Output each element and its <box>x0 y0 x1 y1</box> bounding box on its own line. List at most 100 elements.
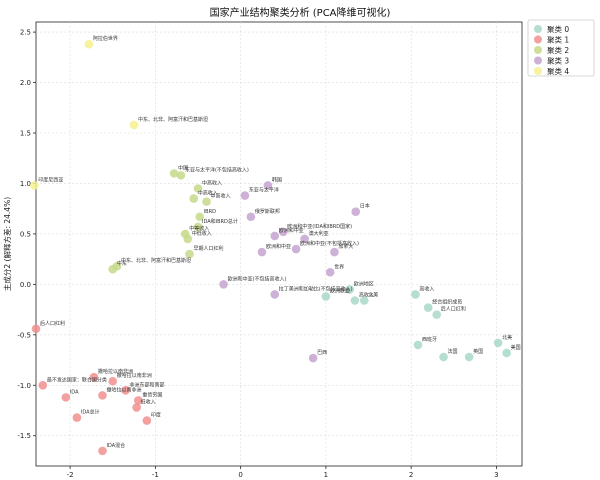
data-point <box>423 303 433 312</box>
data-point <box>351 207 361 217</box>
y-tick-label: 0.5 <box>20 230 31 238</box>
point-label: 日本 <box>360 203 370 210</box>
data-point <box>321 292 331 301</box>
point-label: 撒哈拉以南非洲 <box>98 368 133 375</box>
data-point <box>291 244 301 254</box>
point-label: 欧洲联盟 <box>330 287 350 294</box>
data-point <box>129 120 139 130</box>
point-label: 东亚与太平洋 <box>249 187 279 194</box>
point-label: IDA总计 <box>81 409 100 416</box>
data-point <box>439 352 448 362</box>
point-label: 欧洲和中亚(不包括高收入) <box>300 240 359 247</box>
point-label: 澳大利亚 <box>309 230 329 237</box>
data-point <box>219 280 228 289</box>
data-point <box>98 446 107 456</box>
legend-label: 聚类 1 <box>547 35 569 45</box>
legend-marker <box>534 35 542 44</box>
legend-label: 聚类 0 <box>547 24 569 34</box>
data-point <box>185 249 194 259</box>
data-point <box>308 353 318 363</box>
data-point <box>180 229 190 239</box>
point-label: 欧洲地区 <box>354 280 374 287</box>
point-label: 东亚与太平洋(不包括高收入) <box>185 166 249 173</box>
point-label: 重债穷国 <box>142 391 162 398</box>
data-point <box>61 393 71 402</box>
point-label: 高收入 <box>359 292 374 299</box>
point-label: 撒哈拉以南非洲 <box>107 386 142 393</box>
data-point <box>330 247 339 257</box>
point-label: 中高收入 <box>198 190 218 197</box>
data-point <box>246 212 256 222</box>
point-label: 巴西 <box>317 350 327 356</box>
data-point <box>38 380 48 390</box>
legend-label: 聚类 4 <box>547 66 569 76</box>
point-label: 中低收入 <box>192 230 212 237</box>
point-label: 英国 <box>473 348 483 355</box>
legend-marker <box>534 46 542 54</box>
point-label: 中东、北非、阿富汗和巴基斯坦 <box>121 257 191 264</box>
plot-area <box>35 21 523 467</box>
point-label: 非洲东部和南部 <box>130 381 165 388</box>
point-label: 中国 <box>178 164 188 171</box>
point-label: 经合组织成员 <box>432 299 462 306</box>
data-point <box>121 386 130 395</box>
x-tick-label: 1 <box>324 471 328 479</box>
point-label: 北美 <box>368 292 378 299</box>
legend-marker <box>534 25 542 33</box>
point-label: 撒哈拉以南非洲 <box>117 372 152 379</box>
point-label: 欧洲和中亚(IDA和IBRD国家) <box>287 223 352 230</box>
point-label: IDA和IBRD总计 <box>202 218 238 225</box>
data-point <box>193 222 203 232</box>
data-point <box>359 296 369 305</box>
data-point <box>89 372 99 382</box>
x-tick-label: -2 <box>67 471 74 479</box>
data-point <box>300 234 309 244</box>
point-label: 世界 <box>334 263 344 270</box>
legend-marker <box>534 56 542 65</box>
y-tick-label: 2.5 <box>20 29 31 37</box>
point-label: 加拿大 <box>338 243 353 250</box>
point-label: 韩国 <box>272 176 282 183</box>
data-point <box>84 39 94 49</box>
grid-lines <box>36 22 522 466</box>
legend-label: 聚类 3 <box>547 56 569 66</box>
point-label: 欧洲和中亚 <box>266 243 291 250</box>
point-label: 后人口红利 <box>441 306 466 313</box>
point-label: IDA <box>70 389 79 395</box>
data-point <box>464 352 474 362</box>
point-label: 北美 <box>502 334 512 341</box>
data-point <box>257 247 267 257</box>
point-label: 阿拉伯世界 <box>93 35 118 42</box>
point-label: 中东、北非、阿富汗和巴基斯坦 <box>138 116 208 123</box>
legend-box <box>527 19 595 77</box>
point-label: IDA混合 <box>107 442 126 449</box>
point-label: 中高收入 <box>202 180 222 187</box>
x-axis-ticks: -2 -1 0 1 2 3 <box>67 466 499 479</box>
data-point <box>169 169 179 178</box>
point-label: 欧洲和中亚 <box>279 227 304 234</box>
data-point <box>345 285 355 294</box>
point-label: 后人口红利 <box>40 320 65 327</box>
data-point <box>432 310 442 319</box>
data-point <box>270 231 280 241</box>
data-point <box>132 403 141 412</box>
data-point <box>493 338 503 348</box>
chart-title: 国家产业结构聚类分析 (PCA降维可视化) <box>210 6 391 19</box>
data-point <box>142 416 152 425</box>
data-point <box>189 194 199 203</box>
point-label: 西班牙 <box>422 336 437 343</box>
data-point <box>263 181 273 190</box>
data-point <box>502 348 511 358</box>
point-label: 中东 <box>117 260 127 267</box>
data-point <box>202 197 211 206</box>
y-tick-label: 1.5 <box>20 130 31 138</box>
y-tick-label: 1.0 <box>20 180 31 188</box>
y-tick-label: -1.5 <box>17 432 31 440</box>
data-point <box>195 212 205 222</box>
point-label: 印度 <box>151 412 161 419</box>
point-label: 法国 <box>448 348 458 355</box>
point-label: 最不发达国家：联合国分类 <box>47 376 107 383</box>
data-point <box>108 376 118 386</box>
